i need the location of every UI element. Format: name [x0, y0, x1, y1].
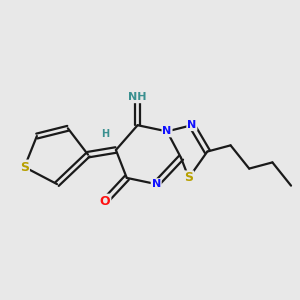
- Text: N: N: [162, 126, 172, 136]
- Text: NH: NH: [128, 92, 147, 102]
- Text: H: H: [101, 129, 109, 139]
- Text: S: S: [20, 160, 29, 173]
- Text: N: N: [187, 120, 196, 130]
- Text: S: S: [184, 171, 193, 184]
- Text: O: O: [100, 195, 110, 208]
- Text: N: N: [152, 179, 161, 189]
